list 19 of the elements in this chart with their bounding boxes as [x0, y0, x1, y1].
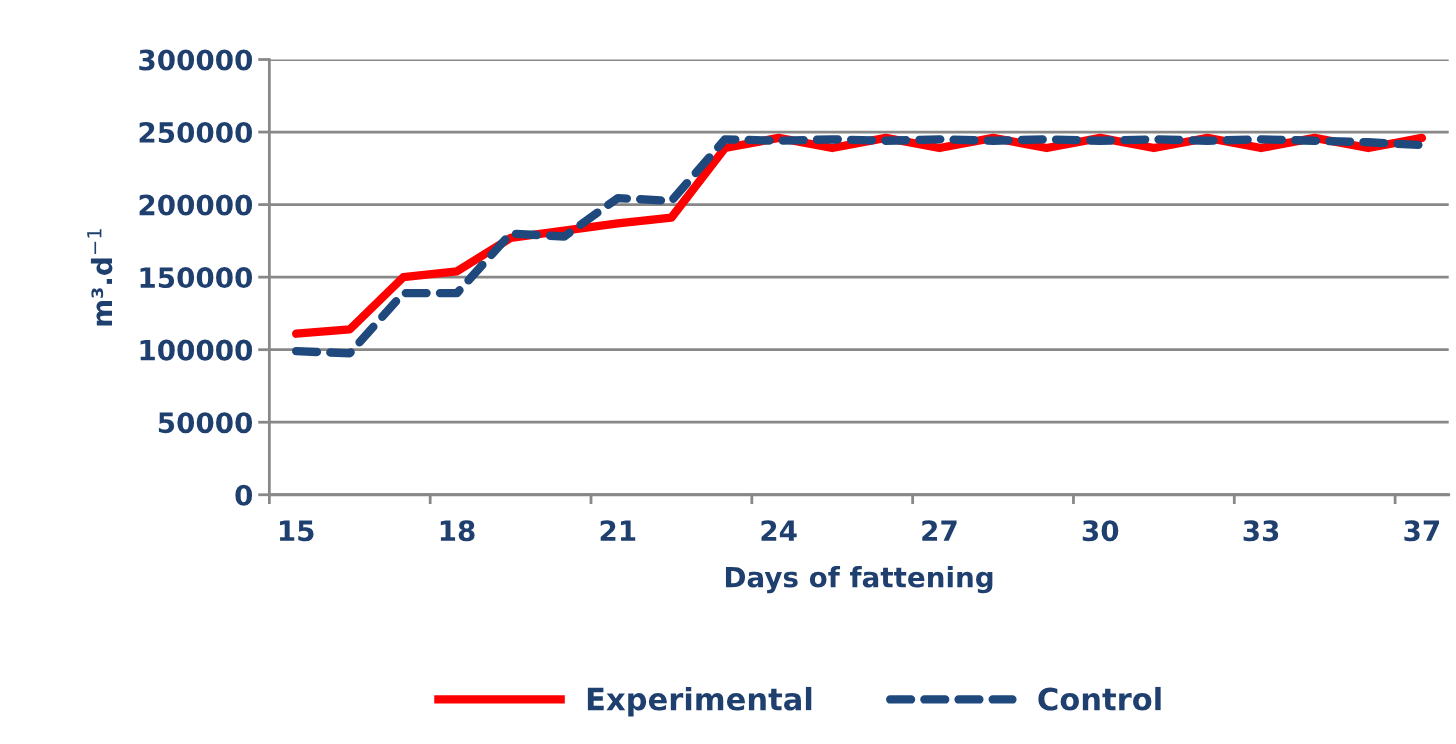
y-axis-title: m³.d$^{−1}$: [87, 229, 113, 326]
x-tick-label: 27: [922, 520, 957, 541]
y-tick-label: 300000: [139, 49, 253, 71]
x-tick-label: 30: [1082, 520, 1119, 542]
x-axis-title: Days of fattening: [725, 566, 993, 594]
y-tick-label: 250000: [139, 122, 253, 144]
y-tick-label: 50000: [158, 412, 253, 434]
x-tick-label: 18: [440, 520, 475, 542]
y-tick-label: 200000: [139, 194, 253, 216]
x-tick-label: 33: [1243, 520, 1279, 542]
y-tick-label: 0: [235, 484, 253, 506]
legend-label: Experimental: [587, 686, 812, 717]
x-tick-label: 37: [1404, 520, 1440, 542]
x-tick-label: 24: [761, 520, 797, 541]
legend-label: Control: [1038, 686, 1161, 711]
x-tick-label: 15: [279, 520, 314, 542]
y-tick-label: 100000: [140, 339, 253, 361]
x-tick-label: 21: [600, 520, 636, 541]
y-tick-label: 150000: [140, 267, 253, 289]
